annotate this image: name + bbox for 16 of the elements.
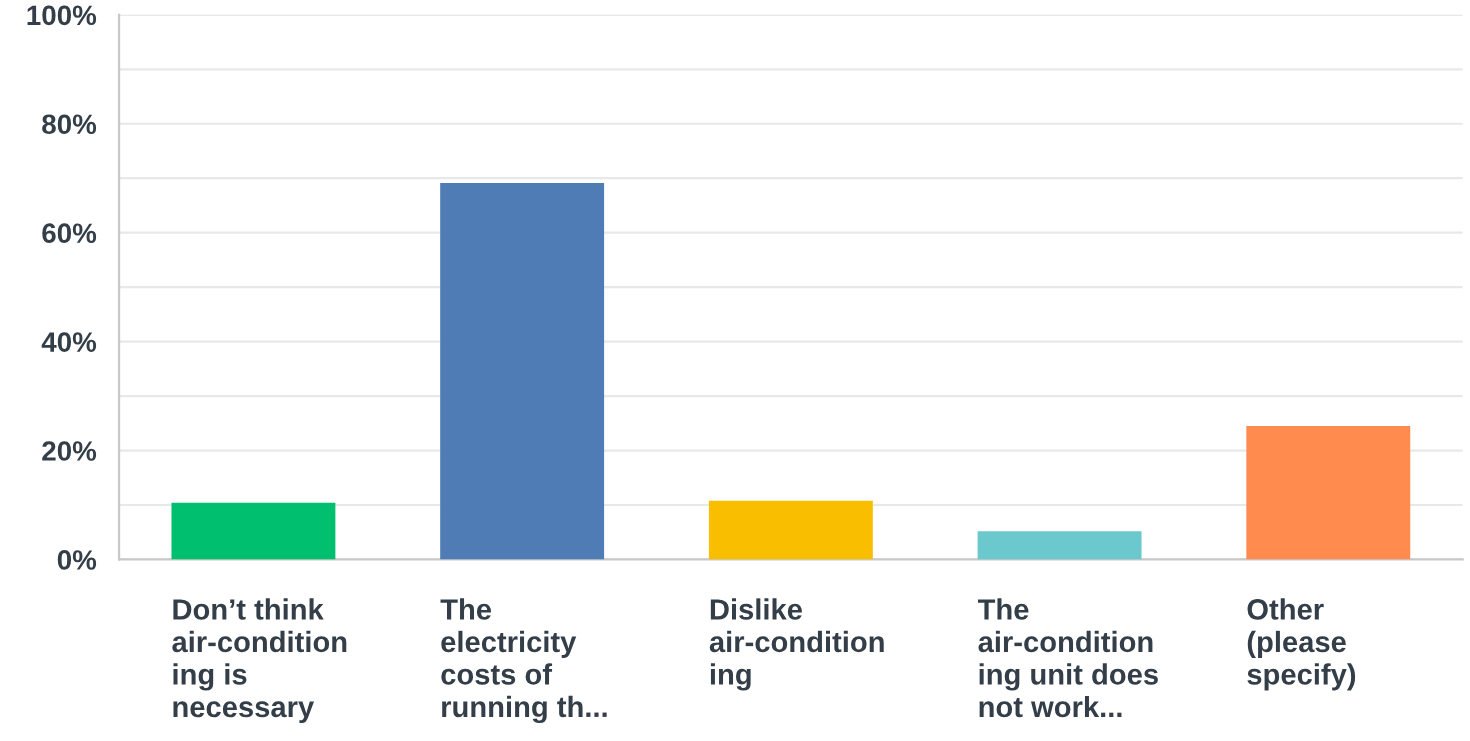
bar <box>440 183 605 560</box>
y-tick-label: 100% <box>27 5 97 26</box>
bar <box>1246 426 1411 560</box>
y-tick-label: 40% <box>41 332 97 352</box>
x-tick-label: Dislike air-condition ing <box>709 598 884 691</box>
bar <box>708 500 873 560</box>
x-tick-label: The electricity costs of running th... <box>440 598 607 724</box>
x-tick-label: Other (please specify) <box>1247 598 1356 691</box>
bar <box>171 502 336 560</box>
y-tick-label: 0% <box>57 550 97 570</box>
x-tick-label: Don’t think air-condition ing is necessary <box>172 598 347 724</box>
y-tick-label: 20% <box>42 441 97 461</box>
x-tick-label: The air-condition ing unit does not work... <box>977 598 1158 718</box>
bar <box>977 531 1142 560</box>
y-tick-label: 60% <box>42 223 97 244</box>
y-tick-label: 80% <box>42 114 97 135</box>
